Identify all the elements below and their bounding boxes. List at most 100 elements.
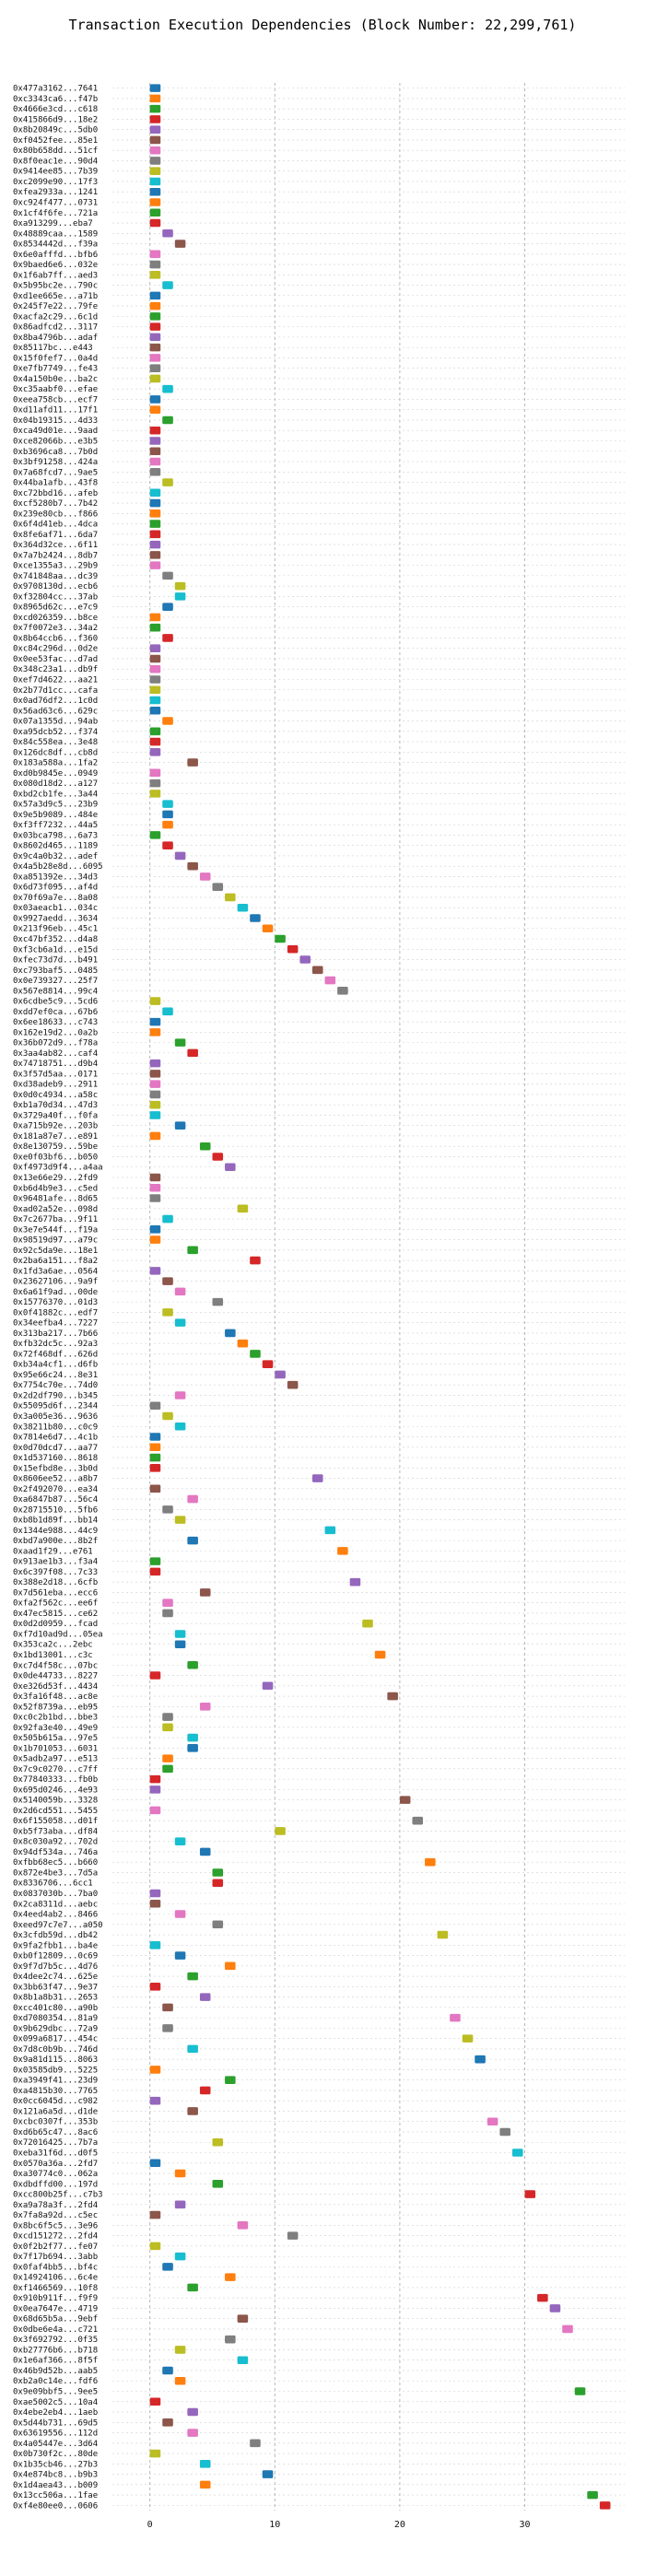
- transaction-label: 0x8b20849c...5db0: [13, 126, 98, 135]
- execution-bar: [149, 364, 161, 372]
- transaction-label: 0x3f57d5aa...0171: [13, 1070, 98, 1079]
- execution-bar: [162, 384, 173, 393]
- transaction-label: 0x415866d9...18e2: [13, 115, 98, 124]
- transaction-label: 0x0f41882c...edf7: [13, 1308, 98, 1317]
- transaction-label: 0x9708130d...ecb6: [13, 582, 98, 591]
- transaction-label: 0x213f96eb...45c1: [13, 925, 98, 934]
- execution-bar: [162, 800, 173, 808]
- execution-bar: [162, 281, 173, 289]
- execution-bar: [149, 706, 161, 715]
- execution-bar: [149, 467, 161, 476]
- transaction-label: 0xdd7ef0ca...67b6: [13, 1008, 98, 1017]
- transaction-label: 0x46b9d52b...aab5: [13, 2367, 98, 2376]
- transaction-label: 0x34eefba4...7227: [13, 1319, 98, 1329]
- transaction-label: 0x8e130759...59be: [13, 1142, 98, 1152]
- execution-bar: [599, 2501, 611, 2510]
- execution-bar: [149, 748, 161, 756]
- transaction-label: 0xf3ff7232...44a5: [13, 821, 98, 830]
- execution-bar: [225, 2335, 236, 2344]
- execution-bar: [511, 2149, 523, 2157]
- transaction-label: 0x03bca798...6a73: [13, 831, 98, 840]
- execution-bar: [149, 395, 161, 404]
- execution-bar: [187, 1744, 198, 1752]
- execution-bar: [212, 2137, 224, 2147]
- transaction-label: 0x7c2677ba...9f11: [13, 1215, 98, 1224]
- transaction-label: 0x13cc506a...1fae: [13, 2491, 98, 2500]
- execution-bar: [237, 2356, 249, 2364]
- transaction-label: 0x6ee18633...c743: [13, 1018, 98, 1027]
- execution-bar: [149, 2210, 161, 2219]
- execution-bar: [149, 187, 161, 196]
- transaction-label: 0x7fa8a92d...c5ec: [13, 2211, 98, 2220]
- transaction-label: 0x9a81d115...8063: [13, 2055, 98, 2065]
- execution-bar: [225, 2273, 236, 2281]
- execution-bar: [149, 1080, 161, 1088]
- execution-bar: [574, 2387, 586, 2395]
- execution-bar: [212, 1920, 224, 1929]
- execution-bar: [337, 1547, 348, 1555]
- execution-bar: [199, 1588, 211, 1597]
- execution-bar: [387, 1692, 398, 1701]
- execution-bar: [149, 333, 161, 342]
- transaction-label: 0x741848aa...dc39: [13, 572, 98, 581]
- execution-bar: [174, 2200, 186, 2209]
- execution-bar: [149, 1786, 161, 1794]
- transaction-label: 0x6f4d41eb...4dca: [13, 521, 98, 530]
- transaction-label: 0x9c4a0b32...adef: [13, 852, 98, 861]
- transaction-label: 0x3cfdb59d...db42: [13, 1931, 98, 1940]
- transaction-label: 0xce82066b...e3b5: [13, 437, 98, 446]
- transaction-label: 0x239e80cb...f866: [13, 509, 98, 519]
- execution-bar: [225, 2076, 236, 2084]
- execution-bar: [349, 1577, 361, 1587]
- transaction-label: 0xdbdffd00...197d: [13, 2180, 98, 2189]
- transaction-label: 0x5b95bc2e...790c: [13, 282, 98, 291]
- execution-bar: [149, 312, 161, 321]
- transaction-label: 0x0837030b...7ba0: [13, 1890, 98, 1899]
- transaction-label: 0x0dbe6e4a...c721: [13, 2325, 98, 2335]
- execution-bar: [237, 903, 249, 912]
- execution-bar: [162, 1277, 173, 1285]
- execution-bar: [149, 551, 161, 559]
- transaction-label: 0xfa2f562c...ee6f: [13, 1599, 98, 1609]
- execution-bar: [149, 1806, 161, 1815]
- transaction-label: 0xe326d53f...4434: [13, 1682, 98, 1692]
- transaction-label: 0x7a7b2424...8db7: [13, 551, 98, 560]
- execution-bar: [187, 861, 198, 871]
- transaction-label: 0x74718751...d9b4: [13, 1060, 98, 1069]
- execution-bar: [237, 2314, 249, 2323]
- transaction-label: 0x181a87e7...e891: [13, 1132, 98, 1142]
- execution-bar: [250, 2439, 261, 2448]
- execution-bar: [262, 2470, 274, 2478]
- execution-bar: [162, 571, 173, 580]
- execution-bar: [212, 2180, 224, 2188]
- transaction-label: 0xe0f03bf6...b050: [13, 1153, 98, 1162]
- execution-bar: [311, 1474, 323, 1482]
- transaction-label: 0x7d8c0b9b...746d: [13, 2045, 98, 2055]
- transaction-label: 0x8bc6f5c5...3e96: [13, 2221, 98, 2231]
- transaction-label: 0xa95dcb52...f374: [13, 728, 98, 737]
- execution-bar: [149, 167, 161, 175]
- transaction-label: 0x0570a36a...2fd7: [13, 2160, 98, 2169]
- transaction-label: 0x77840333...fb0b: [13, 1775, 98, 1785]
- execution-bar: [149, 727, 161, 736]
- execution-bar: [149, 1983, 161, 1991]
- execution-bar: [275, 934, 286, 943]
- transaction-label: 0x9e09bbf5...9ee5: [13, 2388, 98, 2397]
- transaction-label: 0x95e66c24...8e31: [13, 1371, 98, 1380]
- execution-bar: [149, 1131, 161, 1141]
- transaction-label: 0xbd2cb1fe...3a44: [13, 790, 98, 799]
- execution-bar: [262, 924, 274, 933]
- execution-bar: [162, 1308, 173, 1317]
- transaction-label: 0x2f492070...ea34: [13, 1485, 98, 1494]
- execution-bar: [149, 1443, 161, 1452]
- transaction-label: 0x72f468df...626d: [13, 1350, 98, 1359]
- transaction-label: 0xfea2933a...1241: [13, 188, 98, 197]
- transaction-label: 0xa6847b87...56c4: [13, 1495, 98, 1505]
- execution-bar: [174, 240, 186, 248]
- execution-bar: [587, 2490, 598, 2500]
- transaction-label: 0x03585db9...5225: [13, 2066, 98, 2075]
- execution-bar: [149, 1557, 161, 1565]
- execution-bar: [262, 1360, 274, 1368]
- execution-bar: [149, 301, 161, 310]
- transaction-label: 0xd7080354...81a9: [13, 2014, 98, 2023]
